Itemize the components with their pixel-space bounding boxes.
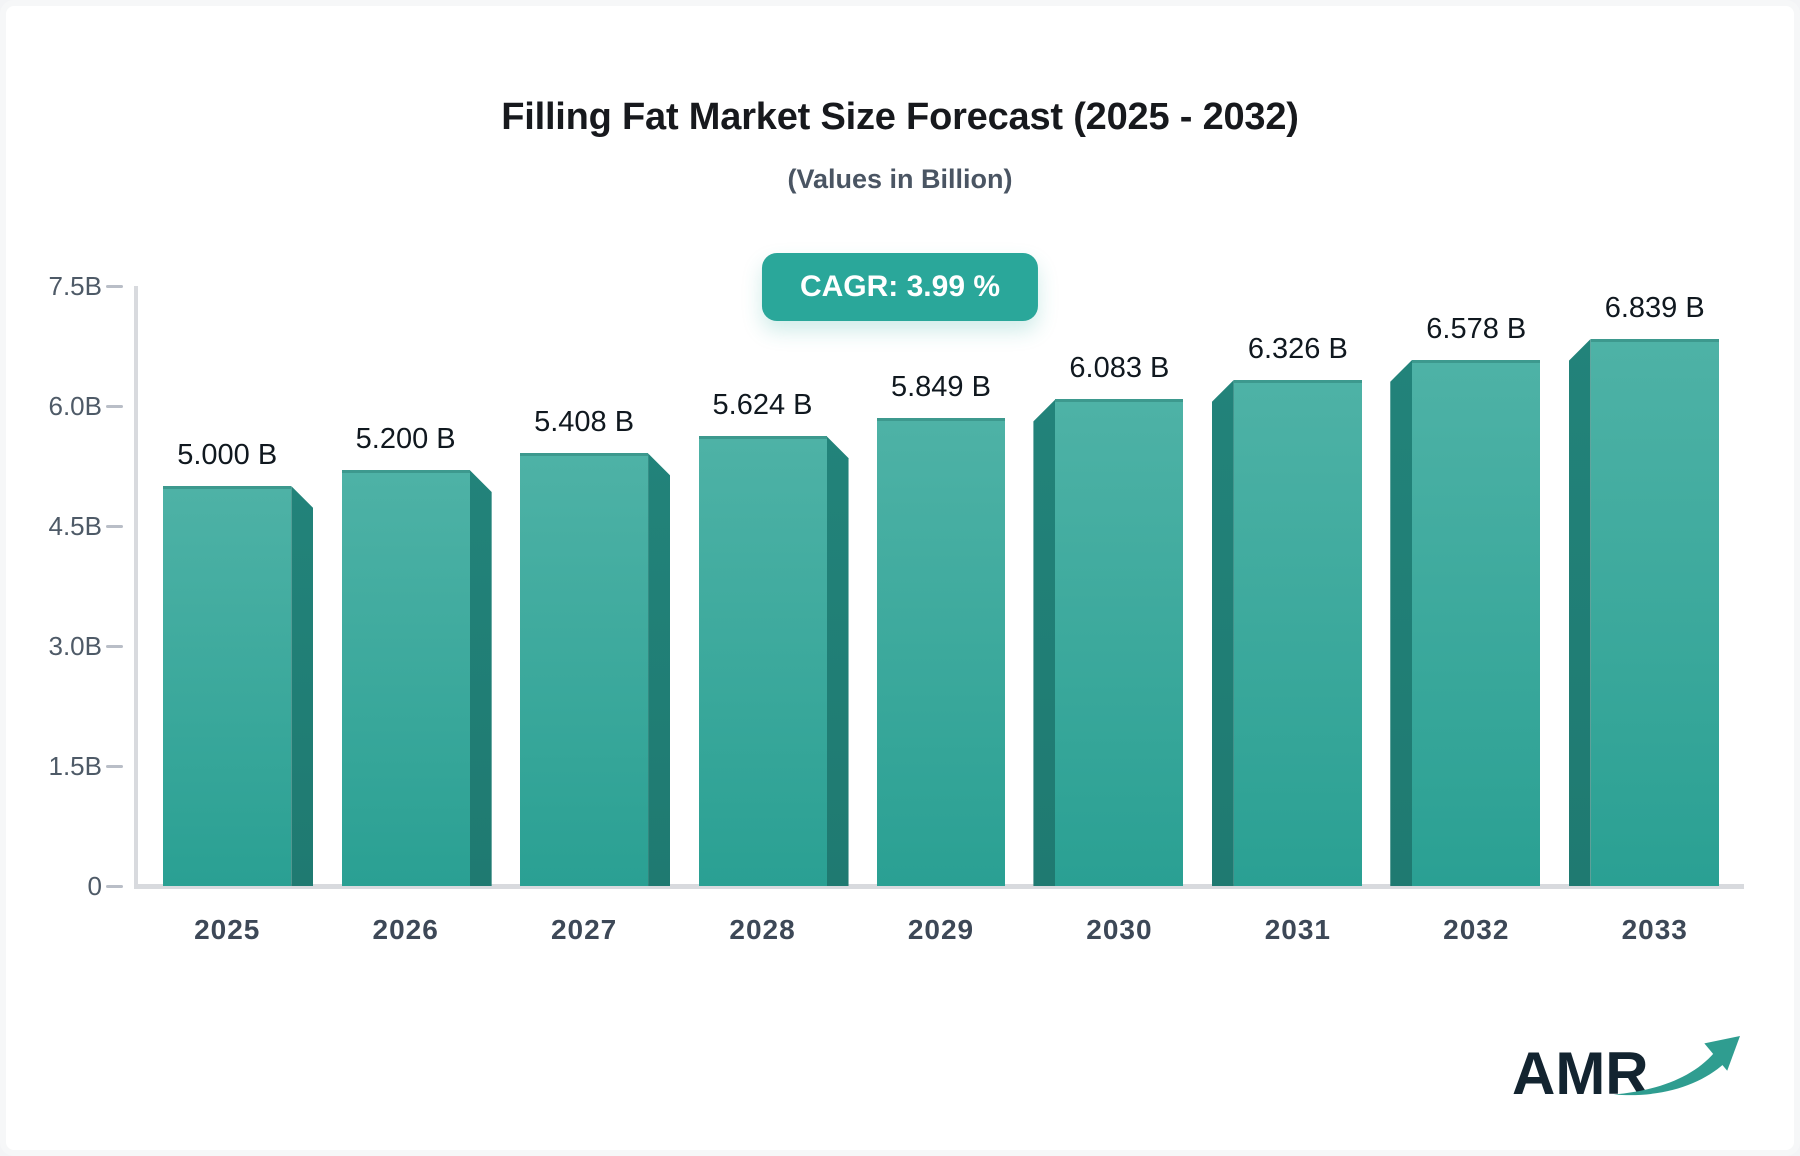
x-axis-label-2027: 2027: [550, 914, 618, 945]
x-axis-label-2032: 2032: [1443, 914, 1510, 945]
cagr-badge: CAGR: 3.99 %: [761, 253, 1039, 321]
y-tick-dash: [106, 405, 123, 408]
x-axis-label-2028: 2028: [729, 914, 796, 945]
y-tick-label: 6.0B: [48, 391, 103, 421]
bar-value-label: 6.578 B: [1426, 312, 1527, 345]
page-subtitle: (Values in Billion): [787, 164, 1013, 194]
x-axis-label-2031: 2031: [1264, 914, 1331, 945]
bar-2030: [1033, 399, 1184, 886]
bar-slot-2028: 5.624 B: [673, 286, 851, 886]
bar-2029: [876, 418, 1005, 886]
bar-2033: [1568, 338, 1719, 886]
bar-slot-2032: 6.578 B: [1387, 286, 1565, 886]
bar-side-bevel: [1211, 379, 1234, 886]
x-axis-label-2025: 2025: [194, 914, 261, 945]
bar-value-label: 5.624 B: [712, 389, 813, 422]
bar-2027: [520, 453, 671, 886]
bar-2032: [1390, 359, 1541, 886]
bar-value-label: 5.408 B: [534, 406, 635, 439]
bar-side-bevel: [1390, 359, 1413, 886]
y-tick-label: 4.5B: [48, 511, 103, 541]
x-axis-label-2029: 2029: [907, 914, 975, 945]
y-tick-label: 1.5B: [48, 751, 103, 781]
y-tick-dash: [106, 885, 123, 888]
bar-value-label: 5.849 B: [890, 371, 991, 404]
x-axis-label-2030: 2030: [1086, 914, 1153, 945]
x-axis-label-2033: 2033: [1621, 914, 1688, 945]
bar-2025: [163, 486, 314, 886]
y-tick-dash: [106, 525, 123, 528]
bar-chart: 7.5B 6.0B 4.5B 3.0B 1.5B 0 5.000 B 5.200 B 5.40…: [6, 6, 1794, 1150]
bar-slot-2029: 5.849 B: [852, 286, 1030, 886]
bar-slot-2027: 5.408 B: [495, 286, 673, 886]
growth-arrow-icon: [1613, 1036, 1740, 1096]
bar-side-bevel: [291, 486, 314, 886]
bars-area: 5.000 B 5.200 B 5.408 B 5.624 B 5.849 B 6.083…: [138, 286, 1744, 886]
bar-2026: [341, 470, 492, 886]
bar-slot-2031: 6.326 B: [1209, 286, 1387, 886]
bar-2031: [1211, 379, 1362, 886]
bar-value-label: 6.083 B: [1069, 352, 1170, 385]
y-tick-dash: [106, 765, 123, 768]
bar-2028: [698, 436, 849, 886]
bar-side-bevel: [648, 453, 671, 886]
bar-side-bevel: [469, 470, 492, 886]
bar-side-bevel: [826, 436, 849, 886]
bar-slot-2026: 5.200 B: [316, 286, 494, 886]
bar-slot-2033: 6.839 B: [1566, 286, 1744, 886]
y-tick-label: 3.0B: [48, 631, 103, 661]
x-axis-labels: 2025 2026 2027 2028 2029 2030 2031 2032 2033: [138, 914, 1744, 946]
y-axis-line: [134, 286, 138, 888]
bar-value-label: 6.839 B: [1604, 291, 1705, 324]
x-axis-line: [134, 884, 1744, 889]
bar-value-label: 5.000 B: [177, 439, 278, 471]
bar-slot-2025: 5.000 B: [138, 286, 316, 886]
y-tick-label: 0: [87, 871, 102, 901]
bar-value-label: 6.326 B: [1247, 332, 1348, 365]
bar-side-bevel: [1033, 399, 1056, 886]
page-title: Filling Fat Market Size Forecast (2025 -…: [501, 96, 1299, 138]
bar-side-bevel: [1568, 338, 1591, 886]
bar-slot-2030: 6.083 B: [1030, 286, 1208, 886]
x-axis-label-2026: 2026: [372, 914, 439, 945]
y-tick-dash: [106, 645, 123, 648]
brand-logo: AMR: [1512, 1036, 1742, 1104]
y-tick-label: 7.5B: [48, 271, 103, 301]
bar-value-label: 5.200 B: [355, 423, 456, 455]
y-tick-dash: [106, 285, 123, 288]
